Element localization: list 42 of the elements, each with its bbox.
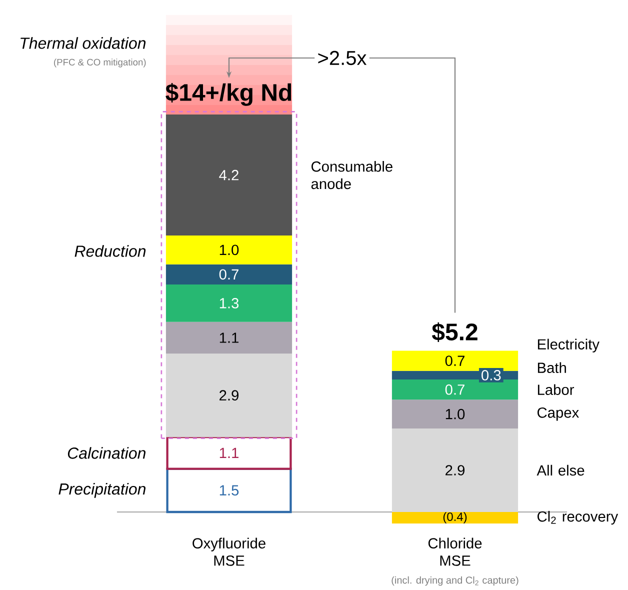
series-label: Calcination — [68, 447, 146, 459]
data-label: 1.1 — [220, 332, 238, 343]
bar — [166, 354, 292, 438]
data-label: 4.2 — [219, 170, 238, 180]
data-label: 2.9 — [446, 465, 465, 476]
bar — [166, 322, 292, 354]
data-label: 1.0 — [220, 244, 239, 256]
data-label: 0.7 — [219, 269, 238, 280]
bar — [392, 400, 518, 428]
x-tick-label: Oxyfluoride MSE — [192, 538, 266, 566]
data-label: 1.5 — [220, 485, 239, 496]
data-label: 1.0 — [446, 408, 465, 420]
series-label: Labor — [538, 384, 574, 395]
data-label: (0.4) — [443, 512, 467, 524]
data-label: 1.1 — [220, 448, 238, 458]
text: (incl. drying and Cl$_{2}$ capture) — [392, 576, 518, 586]
legend-label: Bath — [538, 362, 566, 373]
series-label: All else — [536, 464, 584, 476]
series-label: Capex — [538, 407, 579, 421]
annotation: Reduction — [74, 245, 146, 257]
series-label: Precipitation — [58, 482, 146, 498]
data-label: 0.7 — [445, 384, 464, 395]
total-label: $14+/kg Nd — [166, 82, 292, 106]
bar — [166, 236, 292, 264]
text: >2.5x — [318, 50, 367, 66]
text: Thermal oxidation — [20, 37, 146, 49]
text: (PFC & CO mitigation) — [54, 58, 146, 68]
x-tick-label: Chloride MSE — [428, 538, 482, 566]
data-label: 0.7 — [445, 356, 464, 366]
bar — [392, 512, 518, 524]
bar — [392, 350, 518, 371]
data-label: 1.3 — [220, 298, 239, 308]
series-label: Cl$_{2}$ recovery — [538, 510, 618, 525]
bar — [392, 428, 518, 512]
total-label: $5.2 — [432, 322, 478, 342]
series-label: Electricity — [538, 338, 600, 352]
bar — [166, 264, 292, 284]
data-label: 0.3 — [482, 370, 501, 380]
data-label: 2.9 — [220, 390, 239, 401]
bar — [166, 284, 292, 322]
series-label: Consumable anode — [311, 160, 392, 190]
bar — [392, 380, 518, 400]
